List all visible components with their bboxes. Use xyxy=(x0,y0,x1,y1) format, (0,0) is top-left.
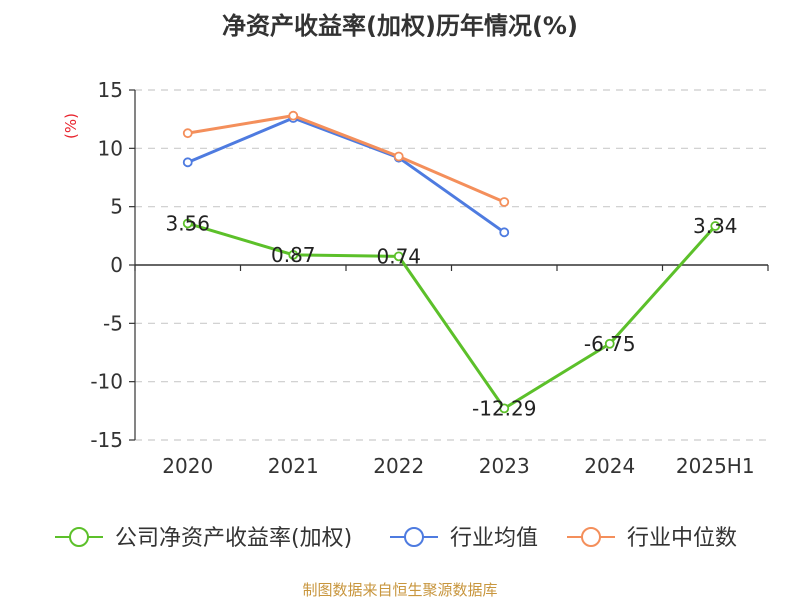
series-point-1 xyxy=(288,249,299,260)
x-tick-label: 2021 xyxy=(268,454,319,478)
x-tick-label: 2023 xyxy=(479,454,530,478)
series-point-3 xyxy=(393,151,404,162)
data-label: 3.56 xyxy=(165,211,210,235)
series-point-2 xyxy=(182,157,193,168)
y-tick-label: -5 xyxy=(103,311,123,335)
series-point-1 xyxy=(710,221,721,231)
source-note: 制图数据来自恒生聚源数据库 xyxy=(302,581,497,599)
legend-swatch-marker-1 xyxy=(69,527,89,547)
series-point-3 xyxy=(499,197,510,207)
data-labels: 3.56 0.87 0.74 -12.29 -6.75 3.34 xyxy=(165,211,737,420)
series-line-2 xyxy=(187,116,506,234)
series-line-3 xyxy=(187,114,505,204)
legend-swatch-marker-3 xyxy=(581,527,601,547)
x-tick-label: 2024 xyxy=(584,454,635,478)
series-line-1 xyxy=(187,222,717,410)
x-tick-label: 2020 xyxy=(162,454,213,478)
series-point-1 xyxy=(182,218,193,229)
x-tick-label: 2025H1 xyxy=(676,454,755,478)
legend-label-1: 公司净资产收益率(加权) xyxy=(115,526,352,551)
series-point-3 xyxy=(182,128,193,139)
legend-swatch-marker-2 xyxy=(404,527,424,547)
data-label: 0.87 xyxy=(271,243,316,267)
y-tick-label: -15 xyxy=(90,428,123,452)
axes: 15 10 5 0 -5 -10 -15 2020 2021 2022 2023 2024 2025H1 xyxy=(90,78,769,478)
y-tick-label: 15 xyxy=(98,78,123,102)
y-axis-label: (%) xyxy=(62,113,80,139)
series-point-2 xyxy=(499,227,510,238)
legend-label-2: 行业均值 xyxy=(450,526,538,551)
legend-label-3: 行业中位数 xyxy=(627,526,737,551)
series-point-1 xyxy=(604,338,615,349)
data-label: -12.29 xyxy=(472,396,536,420)
series-point-1 xyxy=(393,251,404,262)
grid xyxy=(135,89,768,441)
data-label: 0.74 xyxy=(376,244,421,268)
series-point-1 xyxy=(499,403,510,414)
series-point-3 xyxy=(288,110,299,121)
y-tick-label: 5 xyxy=(110,195,123,219)
series-layer xyxy=(182,110,721,414)
legend: 公司净资产收益率(加权) 行业均值 行业中位数 xyxy=(55,526,737,551)
chart-title: 净资产收益率(加权)历年情况(%) xyxy=(222,12,578,40)
y-tick-label: 10 xyxy=(98,136,123,160)
x-tick-label: 2022 xyxy=(373,454,424,478)
data-label: 3.34 xyxy=(693,214,738,238)
y-tick-label: -10 xyxy=(90,370,123,394)
data-label: -6.75 xyxy=(584,332,636,356)
y-tick-label: 0 xyxy=(110,253,123,277)
